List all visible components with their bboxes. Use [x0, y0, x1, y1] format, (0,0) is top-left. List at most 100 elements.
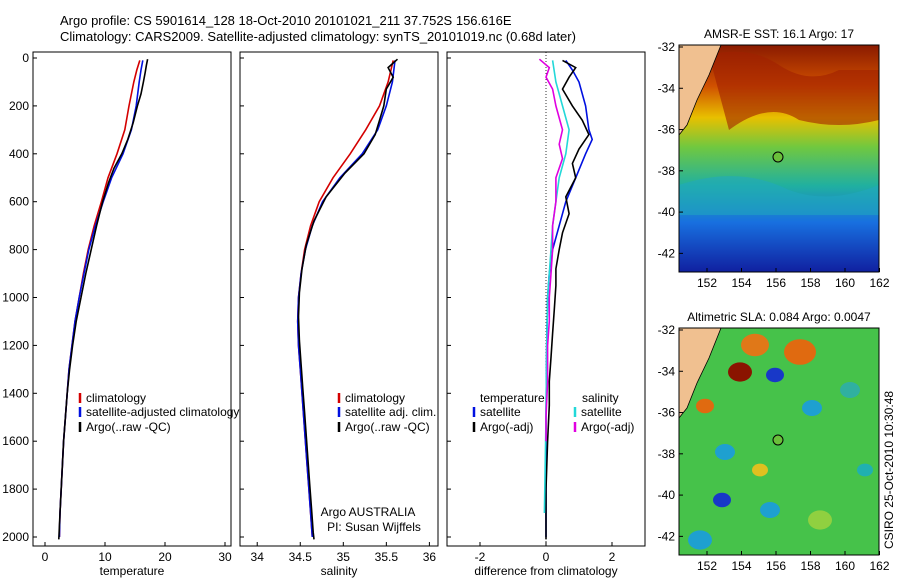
y-tick-label: 400 — [9, 147, 29, 161]
lat-tick-label: -38 — [658, 447, 676, 461]
legend-diff-temp-argo: Argo(-adj) — [472, 420, 533, 434]
legend-argo: Argo(..raw -QC) — [78, 420, 171, 434]
australia-land — [679, 45, 722, 136]
y-tick-label: 800 — [9, 243, 29, 257]
x-tick-label: 0 — [543, 550, 550, 564]
panel-salinity: 34 34.5 35 35.5 36 salinity — [239, 51, 439, 578]
sla-anomaly-blob — [741, 333, 769, 357]
sla-anomaly-blob — [784, 339, 816, 365]
x-tick-label: 35.5 — [375, 550, 399, 564]
lon-tick-label: 162 — [869, 276, 889, 290]
legend-sal-satellite: satellite adj. clim. — [337, 405, 436, 419]
lat-tick-label: -36 — [658, 123, 676, 137]
figure-title-line-1: Argo profile: CS 5901614_128 18-Oct-2010… — [60, 13, 512, 28]
legend-label: satellite adj. clim. — [345, 405, 436, 419]
x-axis-label: temperature — [100, 564, 165, 578]
lon-tick-label: 154 — [731, 559, 751, 573]
map-title: AMSR-E SST: 16.1 Argo: 17 — [704, 27, 854, 41]
sla-anomaly-blob — [696, 398, 714, 414]
lon-tick-label: 152 — [697, 559, 717, 573]
lat-tick-label: -32 — [658, 40, 676, 54]
sla-anomaly-blob — [715, 444, 735, 460]
legend-label: Argo(..raw -QC) — [86, 420, 171, 434]
sla-anomaly-blob — [713, 492, 731, 508]
y-tick-label: 200 — [9, 99, 29, 113]
legend-salinity-title: salinity — [582, 391, 619, 405]
legend-label: climatology — [86, 391, 146, 405]
legend-diff-sal-argo: Argo(-adj) — [573, 420, 634, 434]
sst-map: AMSR-E SST: 16.1 Argo: 17 -32 -34 -36 -38 -40… — [658, 27, 890, 290]
y-tick-label: 1000 — [2, 291, 29, 305]
argo-float-marker — [772, 434, 784, 446]
x-tick-label: 30 — [218, 550, 232, 564]
y-tick-label: 1400 — [2, 386, 29, 400]
legend-label: satellite — [480, 405, 521, 419]
sla-anomaly-blob — [857, 463, 873, 477]
legend-climatology: climatology — [78, 391, 146, 405]
legend-sal-argo: Argo(..raw -QC) — [337, 420, 430, 434]
x-tick-label: 34.5 — [289, 550, 313, 564]
lon-tick-label: 152 — [697, 276, 717, 290]
x-tick-label: -2 — [475, 550, 486, 564]
front-band — [679, 176, 879, 215]
lat-tick-label: -40 — [658, 488, 676, 502]
lon-tick-label: 158 — [800, 559, 820, 573]
series-line-argo-adj- — [538, 58, 564, 442]
y-tick-label: 1200 — [2, 338, 29, 352]
lat-tick-label: -32 — [658, 323, 676, 337]
timestamp-stamp: CSIRO 25-Oct-2010 10:30:48 — [882, 390, 896, 550]
x-tick-label: 0 — [42, 550, 49, 564]
lon-tick-label: 160 — [835, 276, 855, 290]
annotation-pi: PI: Susan Wijffels — [327, 520, 421, 534]
sla-map: Altimetric SLA: 0.084 Argo: 0.0047 -32 -34… — [658, 310, 890, 573]
lon-tick-label: 160 — [835, 559, 855, 573]
lat-tick-label: -34 — [658, 364, 676, 378]
x-tick-label: 20 — [158, 550, 172, 564]
figure-title-line-2: Climatology: CARS2009. Satellite-adjuste… — [60, 29, 576, 44]
argo-float-marker — [772, 151, 784, 163]
sla-anomaly-blob — [840, 382, 860, 398]
y-tick-label: 0 — [22, 51, 29, 65]
sla-anomaly-blob — [728, 362, 752, 382]
lat-tick-label: -40 — [658, 205, 676, 219]
lat-tick-label: -36 — [658, 406, 676, 420]
x-tick-label: 34 — [251, 550, 265, 564]
lon-tick-label: 158 — [800, 276, 820, 290]
map-frame — [678, 44, 880, 273]
sla-anomaly-blob — [752, 463, 768, 477]
legend-label: satellite-adjusted climatology — [86, 405, 239, 419]
x-tick-label: 10 — [98, 550, 112, 564]
lon-tick-label: 156 — [766, 559, 786, 573]
legend-satellite-adjusted: satellite-adjusted climatology — [78, 405, 239, 419]
map-title: Altimetric SLA: 0.084 Argo: 0.0047 — [687, 310, 871, 324]
lat-tick-label: -34 — [658, 81, 676, 95]
australia-land — [679, 328, 722, 419]
legend-sal-climatology: climatology — [337, 391, 405, 405]
legend-label: Argo(..raw -QC) — [345, 420, 430, 434]
legend-label: climatology — [345, 391, 405, 405]
lon-tick-label: 154 — [731, 276, 751, 290]
sla-anomaly-blob — [766, 367, 784, 383]
x-tick-label: 35 — [337, 550, 351, 564]
lat-tick-label: -42 — [658, 246, 676, 260]
legend-diff-sal-satellite: satellite — [573, 405, 622, 419]
series-line-argo-adj- — [545, 59, 590, 540]
x-axis-label: salinity — [321, 564, 358, 578]
y-tick-label: 1800 — [2, 482, 29, 496]
map-frame — [678, 327, 880, 556]
series-line-argo-raw-qc- — [297, 58, 399, 540]
y-tick-label: 1600 — [2, 434, 29, 448]
series-line-argo-raw-qc- — [58, 59, 149, 540]
panel-frame — [239, 51, 439, 547]
lon-tick-label: 162 — [869, 559, 889, 573]
annotation-argo-australia: Argo AUSTRALIA — [321, 505, 416, 519]
x-axis-label: difference from climatology — [474, 564, 617, 578]
sla-anomaly-blob — [802, 400, 822, 416]
lat-tick-label: -42 — [658, 529, 676, 543]
sla-anomaly-blob — [688, 530, 712, 550]
y-tick-label: 2000 — [2, 530, 29, 544]
lon-tick-label: 156 — [766, 276, 786, 290]
